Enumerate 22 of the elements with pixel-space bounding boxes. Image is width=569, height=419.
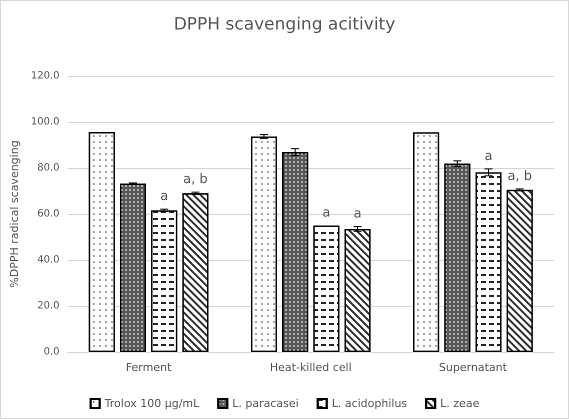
x-tick-label: Supernatant [438,361,508,374]
data-label: a, b [183,172,208,188]
y-tick-label: 0.0 [44,346,60,358]
y-tick-label: 40.0 [37,254,60,266]
y-tick-label: 20.0 [37,300,60,312]
data-label: a [354,206,362,222]
x-tick-label: Ferment [126,361,172,374]
y-tick-label: 80.0 [37,162,60,174]
data-label: a [160,189,168,204]
legend-label: L. zeae [440,397,480,410]
y-axis-title: %DPPH radical scavenging [8,140,21,288]
y-tick-label: 60.0 [37,208,60,220]
legend-label: Trolox 100 µg/mL [104,397,200,410]
legend-label: L. paracasei [232,397,299,410]
y-tick-label: 100.0 [30,116,60,128]
legend-label: L. acidophilus [332,397,408,410]
data-label: a [322,206,330,220]
data-label: a, b [507,168,532,184]
y-tick-label: 120.0 [30,70,60,82]
chart-title: DPPH scavenging acitivity [174,14,396,34]
data-label: a [484,148,493,164]
x-tick-label: Heat-killed cell [270,361,352,374]
